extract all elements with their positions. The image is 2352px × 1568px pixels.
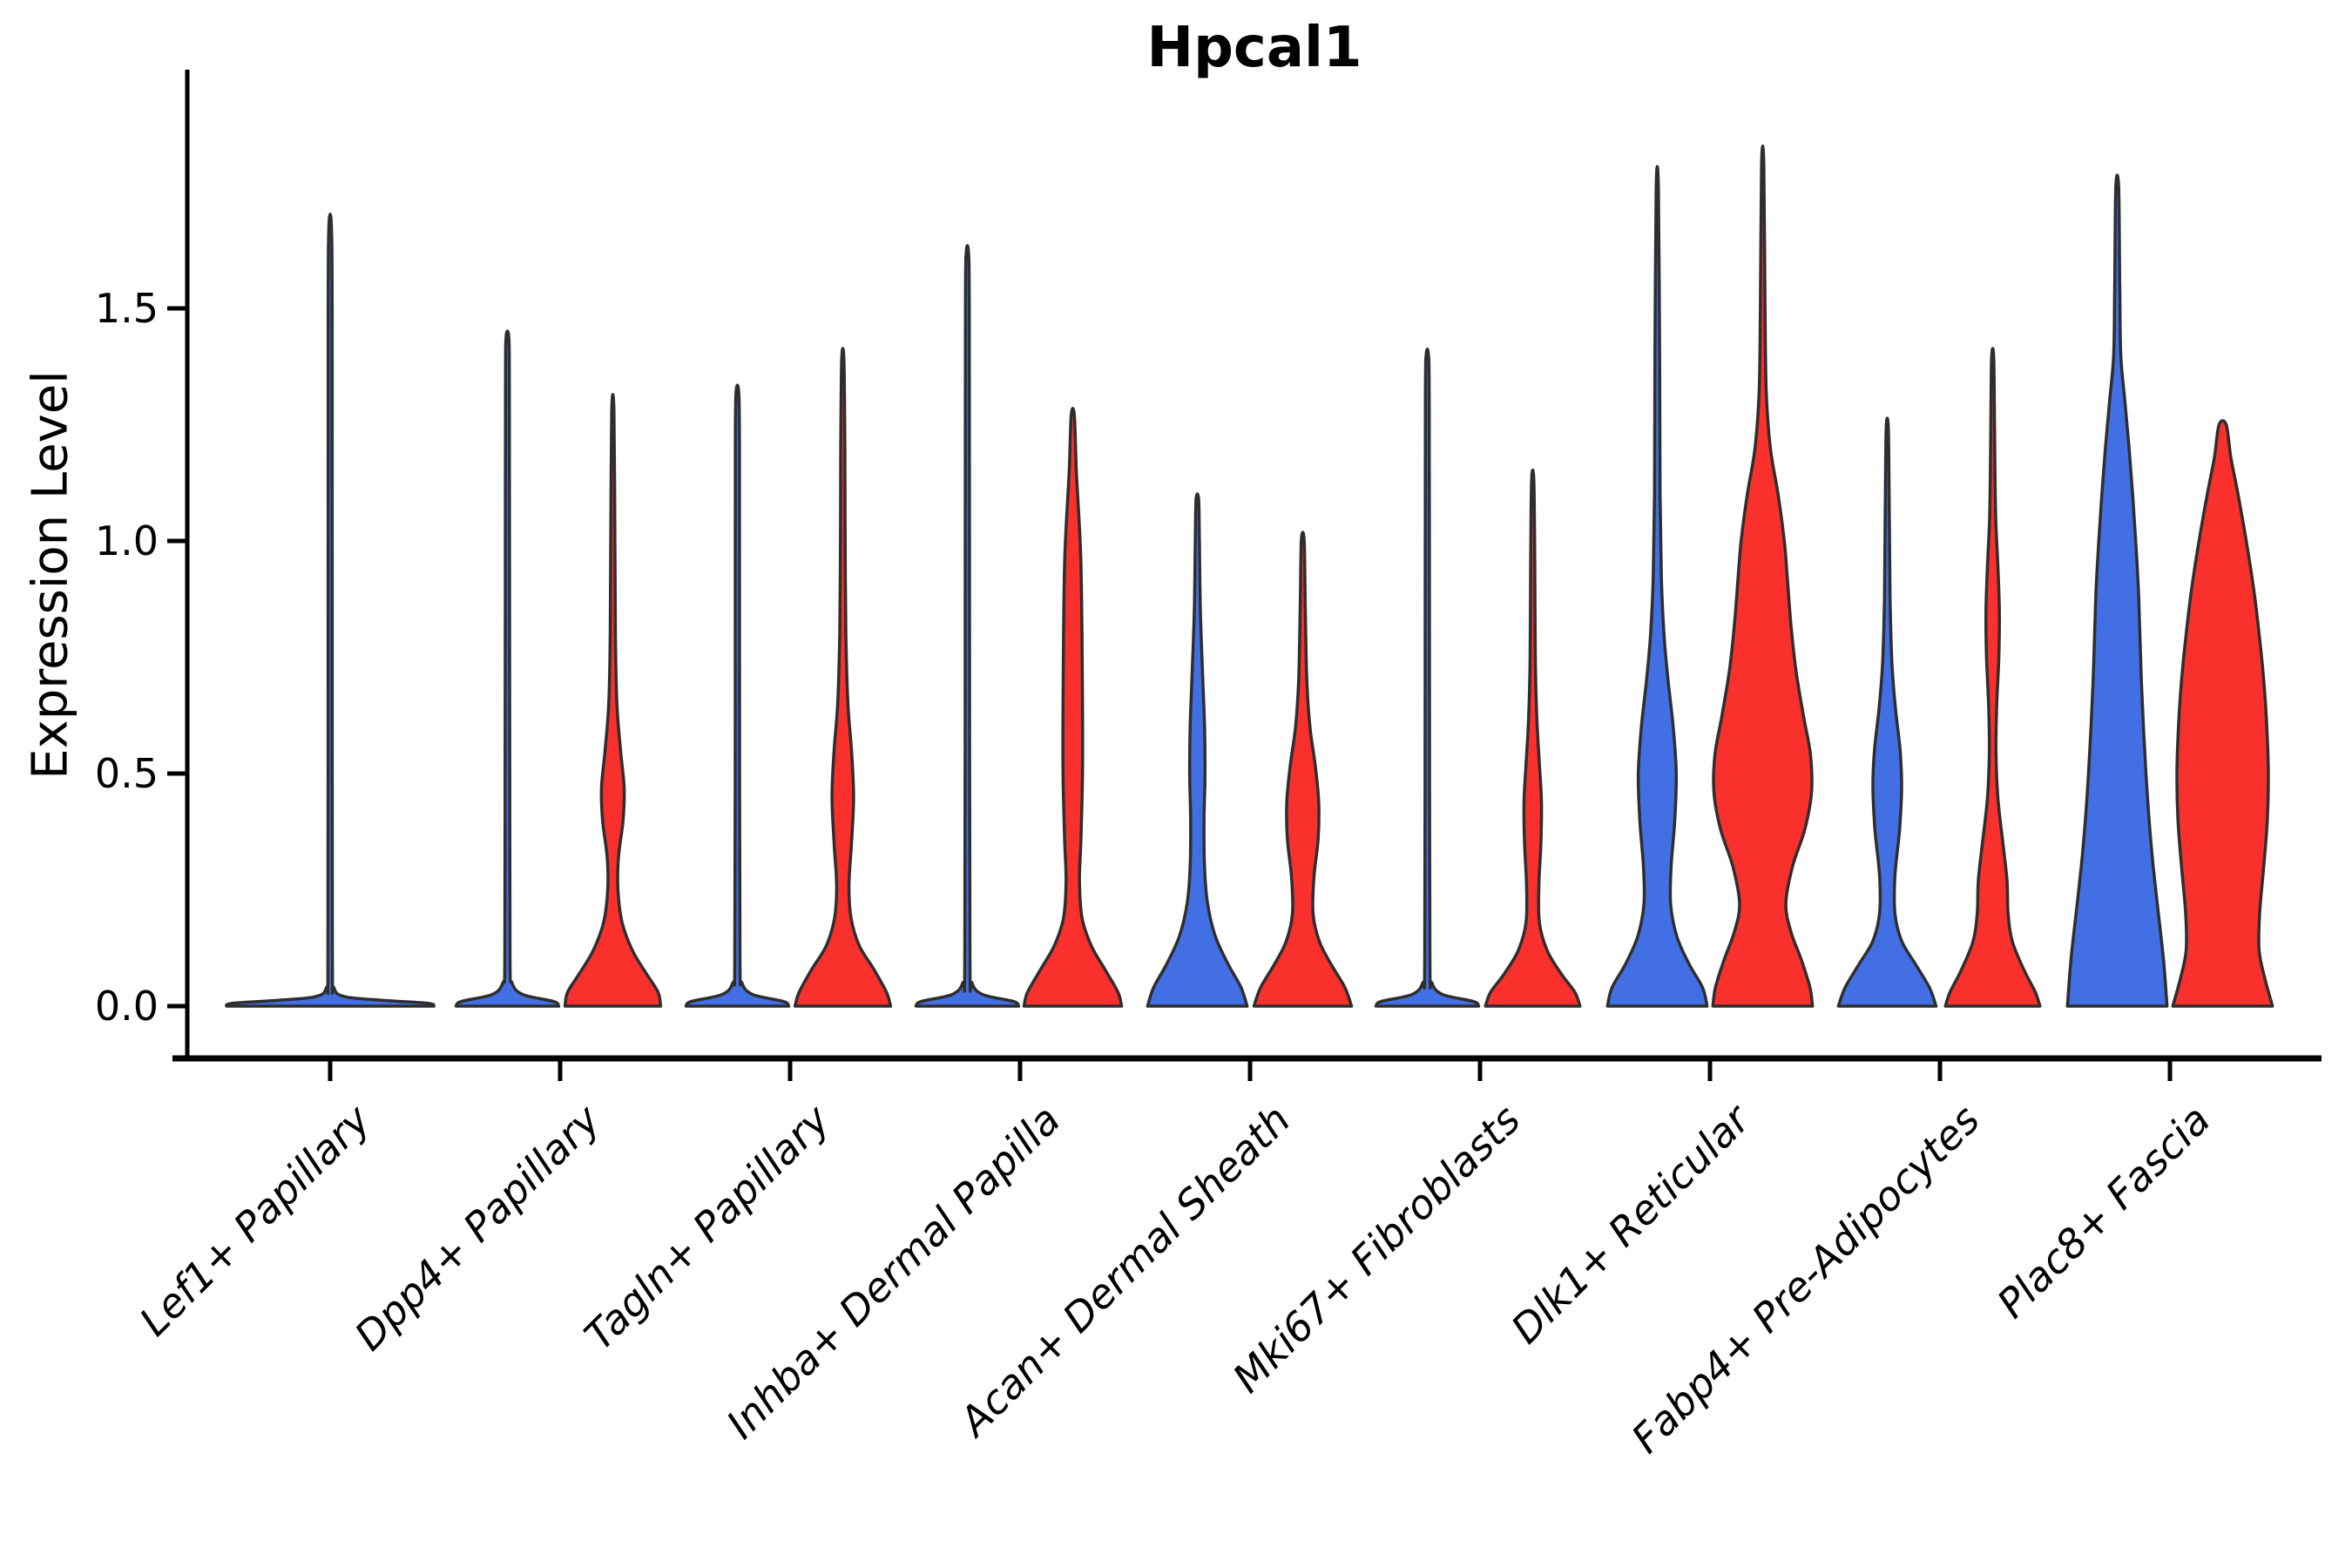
violin-dlk1-reticular-blue [1605,165,1709,1008]
y-tick-label: 1.5 [94,285,159,332]
y-axis-label: Expression Level [22,370,79,780]
violin-acan-dermal-sheath-blue [1146,492,1249,1008]
violin-fabp4-pre-adipocytes-blue [1836,416,1938,1008]
violin-plac8-fascia-red [2171,419,2274,1008]
y-tick-label: 0.0 [94,983,159,1030]
violin-tagln-papillary-red [793,347,893,1008]
violin-mki67-fibroblasts-red [1484,468,1582,1008]
violin-inhba-dermal-papilla-blue [914,244,1021,1008]
violin-fabp4-pre-adipocytes-red [1943,347,2042,1008]
y-tick-label: 0.5 [94,750,159,797]
violin-plac8-fascia-blue [2065,173,2169,1008]
violin-acan-dermal-sheath-red [1252,531,1354,1008]
violin-lef1-papillary-blue [225,213,436,1008]
violin-dlk1-reticular-red [1711,145,1815,1008]
violin-dpp4-papillary-red [563,393,663,1008]
chart-title: Hpcal1 [1146,16,1362,80]
violin-mki67-fibroblasts-blue [1374,347,1481,1008]
violin-inhba-dermal-papilla-red [1022,407,1124,1008]
y-tick-label: 1.0 [94,517,159,564]
violin-tagln-papillary-blue [684,383,791,1008]
violin-dpp4-papillary-blue [454,329,561,1008]
